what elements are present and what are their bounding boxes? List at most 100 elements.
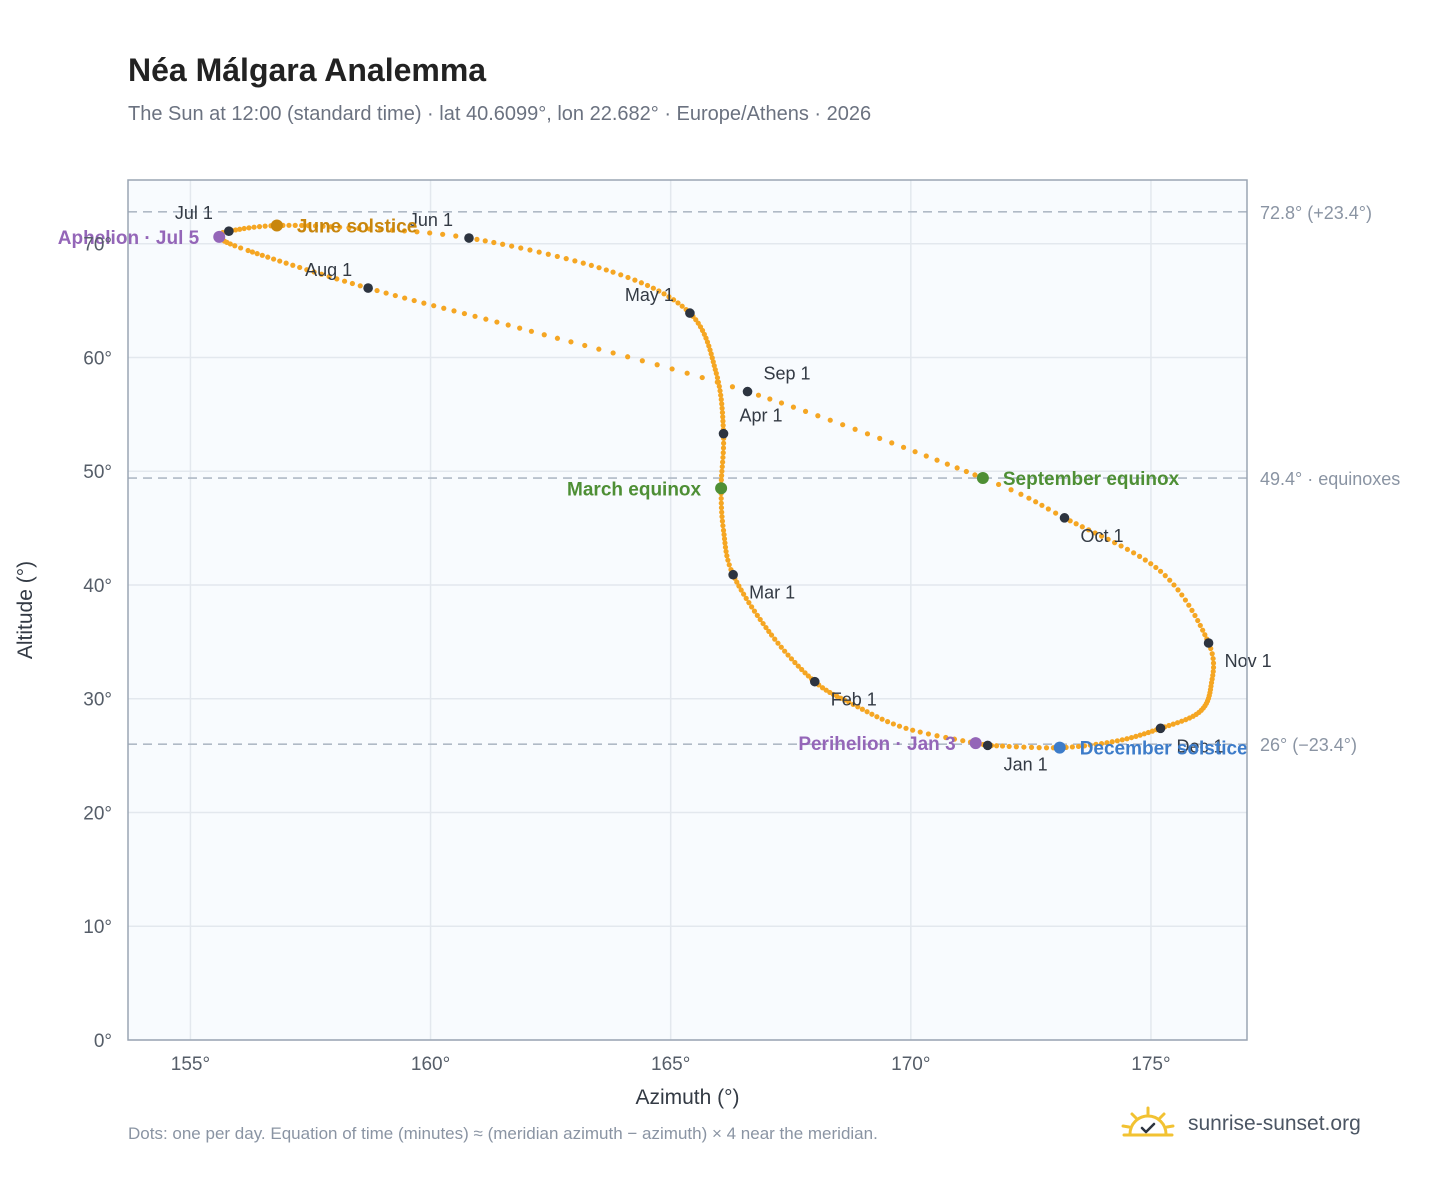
daily-sun-dot [1036, 745, 1042, 751]
daily-sun-dot [827, 417, 833, 423]
daily-sun-dot [754, 612, 760, 618]
daily-sun-dot [819, 685, 826, 691]
daily-sun-dot [709, 355, 715, 361]
daily-sun-dot [588, 262, 594, 269]
daily-sun-dot [738, 587, 744, 593]
daily-sun-dot [743, 595, 749, 601]
plot-area [128, 180, 1247, 1040]
daily-sun-dot [254, 251, 260, 257]
daily-sun-dot [670, 297, 677, 303]
daily-sun-dot [259, 252, 265, 258]
special-point-label: Perihelion · Jan 3 [798, 734, 955, 755]
brand[interactable]: sunrise-sunset.org [1120, 1104, 1361, 1144]
daily-sun-dot [736, 583, 742, 589]
daily-sun-dot [852, 426, 858, 432]
daily-sun-dot [790, 404, 797, 410]
month-marker [685, 308, 695, 318]
daily-sun-dot [1179, 718, 1185, 724]
daily-sun-dot [720, 418, 726, 424]
daily-sun-dot [334, 276, 340, 282]
reference-lines: 72.8° (+23.4°) 49.4° · equinoxes 26° (−23.… [128, 203, 1400, 755]
daily-sun-dot [944, 461, 950, 467]
daily-sun-dot [729, 384, 736, 390]
daily-sun-dot [596, 346, 602, 352]
daily-sun-dot [251, 224, 257, 230]
daily-sun-dot [1124, 736, 1130, 742]
daily-sun-dot [1210, 668, 1216, 675]
daily-sun-dot [720, 523, 726, 529]
daily-sun-dot [402, 295, 408, 301]
daily-sun-dot [1148, 561, 1154, 567]
daily-sun-dot [785, 652, 791, 658]
daily-sun-dot [1149, 728, 1156, 734]
sun-logo-icon [1121, 1106, 1175, 1137]
daily-sun-dot [1006, 743, 1012, 750]
daily-sun-dot [718, 500, 724, 506]
daily-sun-dot [625, 274, 631, 281]
daily-sun-dot [265, 254, 271, 260]
daily-sun-dot [1136, 553, 1143, 559]
daily-sun-dot [341, 278, 348, 284]
month-marker [718, 428, 729, 439]
daily-sun-dot [746, 600, 752, 606]
daily-sun-dot [934, 733, 940, 739]
daily-sun-dot [960, 738, 966, 744]
daily-sun-dot [356, 225, 362, 231]
special-point-label: September equinox [1003, 469, 1180, 490]
daily-sun-dot [823, 687, 829, 693]
daily-sun-dot [900, 444, 907, 450]
daily-sun-dot [283, 260, 289, 266]
daily-sun-dot [1142, 557, 1148, 563]
daily-sun-dot [518, 245, 524, 251]
daily-sun-dot [1033, 499, 1039, 505]
daily-sun-dot [925, 731, 932, 737]
daily-sun-dot [711, 363, 717, 369]
daily-sun-dot [675, 300, 681, 306]
daily-sun-dot [500, 241, 506, 247]
daily-sun-dot [389, 227, 395, 233]
daily-sun-dot [638, 280, 644, 286]
daily-sun-dot [286, 222, 292, 228]
daily-sun-dot [910, 727, 916, 733]
daily-sun-dot [494, 319, 500, 325]
daily-sun-dot [723, 548, 729, 555]
brand-name[interactable]: sunrise-sunset.org [1188, 1112, 1361, 1135]
daily-sun-dot [1128, 734, 1135, 741]
chart-subtitle: The Sun at 12:00 (standard time) · lat 4… [128, 103, 872, 125]
daily-sun-dot [563, 256, 569, 262]
daily-sun-dot [256, 224, 263, 230]
reference-line-label: 72.8° (+23.4°) [1260, 203, 1372, 223]
month-marker [742, 386, 753, 397]
daily-sun-dot [427, 230, 433, 236]
daily-sun-dot [1192, 612, 1198, 619]
daily-sun-dot [632, 277, 638, 283]
daily-sun-dot [572, 258, 578, 264]
daily-sun-dot [749, 604, 755, 610]
x-tick-label: 165° [651, 1054, 690, 1075]
daily-sun-dot [757, 616, 763, 623]
daily-sun-dot [795, 663, 801, 669]
daily-sun-dot [491, 239, 497, 246]
daily-sun-dot [720, 527, 727, 533]
daily-sun-dot [788, 656, 795, 662]
daily-sun-dot [1167, 577, 1173, 583]
daily-sun-dot [890, 721, 896, 727]
daily-sun-dot [474, 236, 480, 242]
daily-sun-dot [859, 706, 865, 712]
daily-sun-dot [1171, 582, 1177, 588]
daily-sun-dot [610, 350, 616, 356]
special-point-label: December solstice [1080, 739, 1248, 760]
daily-sun-dot [1179, 592, 1185, 598]
daily-sun-dot [568, 339, 574, 345]
daily-sun-dot [290, 262, 296, 268]
x-axis-title: Azimuth (°) [635, 1086, 739, 1109]
daily-sun-dot [1118, 543, 1124, 549]
daily-sun-dot [536, 249, 542, 255]
daily-sun-dot [1210, 664, 1217, 671]
daily-sun-dot [1008, 487, 1014, 493]
daily-sun-dot [717, 388, 723, 394]
special-point-marker [213, 230, 226, 243]
daily-sun-dot [1141, 731, 1147, 737]
daily-sun-dot [934, 457, 940, 463]
daily-sun-dot [963, 468, 969, 475]
